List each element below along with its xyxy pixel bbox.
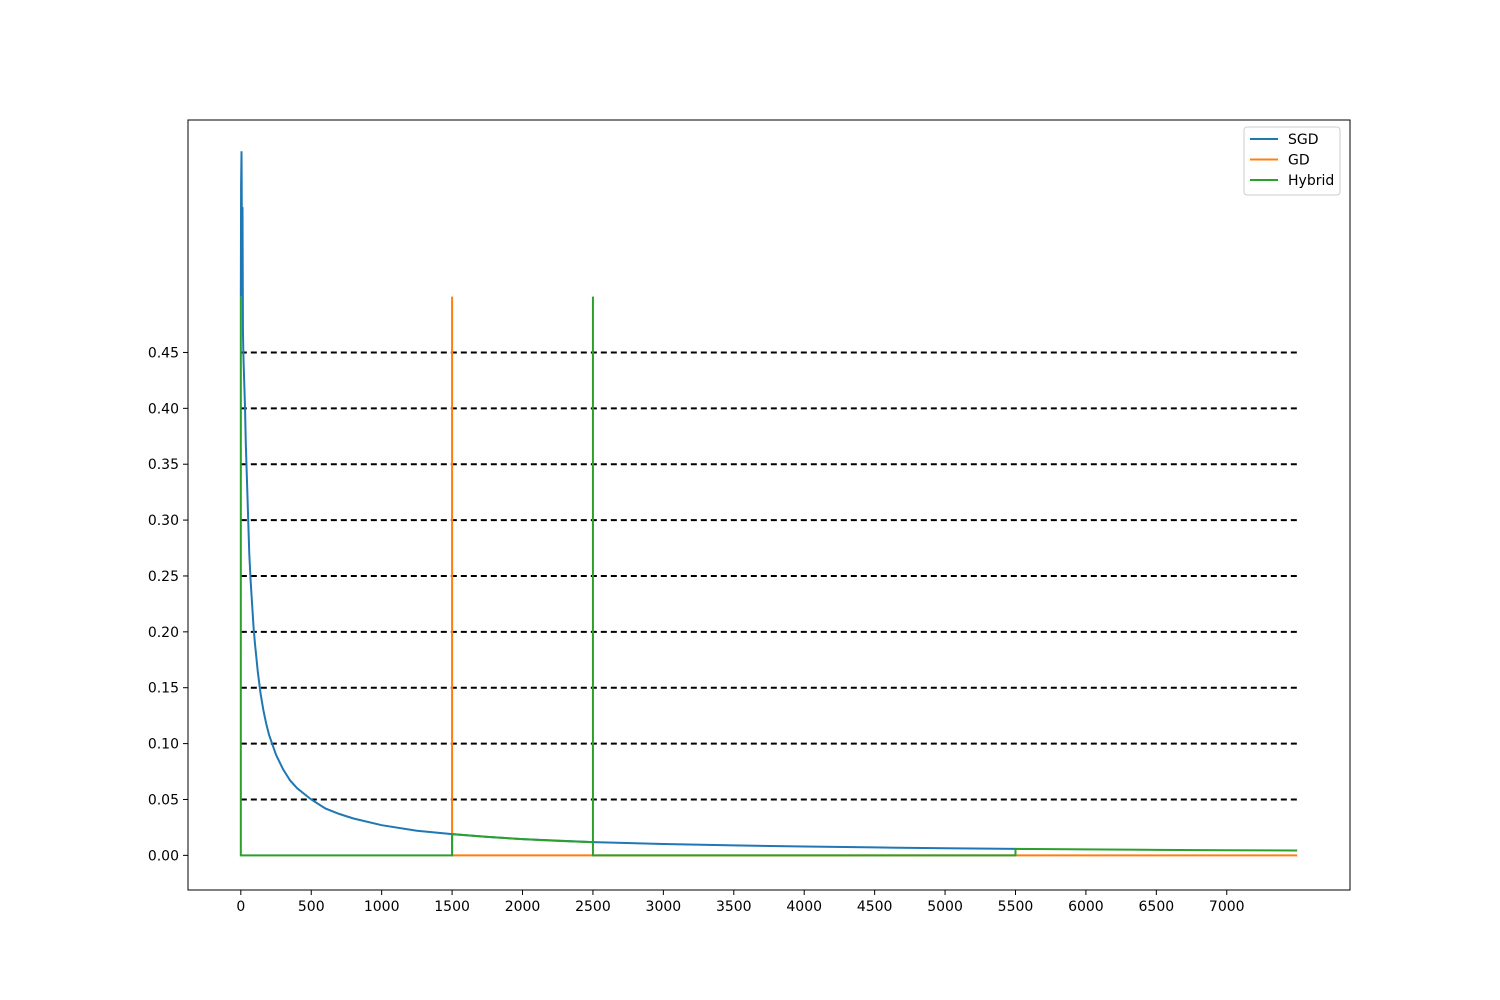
y-tick-label: 0.25 (148, 569, 179, 585)
x-tick-label: 500 (298, 899, 325, 915)
reference-lines (240, 351, 1298, 801)
x-tick-label: 6500 (1139, 899, 1175, 915)
legend-label-sgd: SGD (1288, 132, 1319, 148)
x-tick-label: 5500 (998, 899, 1034, 915)
x-tick-label: 0 (236, 899, 245, 915)
legend: SGD GD Hybrid (1243, 126, 1341, 196)
plot-frame (187, 119, 1351, 891)
x-tick-label: 5000 (927, 899, 963, 915)
x-tick-label: 3500 (716, 899, 752, 915)
x-tick-label: 2000 (505, 899, 541, 915)
x-tick-label: 7000 (1209, 899, 1245, 915)
legend-box (1243, 126, 1341, 196)
x-tick-label: 4000 (786, 899, 822, 915)
x-tick-label: 2500 (575, 899, 611, 915)
y-tick-label: 0.00 (148, 848, 179, 864)
y-tick-label: 0.30 (148, 513, 179, 529)
y-tick-label: 0.15 (148, 681, 179, 697)
y-tick-label: 0.10 (148, 737, 179, 753)
y-tick-label: 0.35 (148, 457, 179, 473)
series-line-hybrid (239, 296, 1298, 857)
x-tick-label: 4500 (857, 899, 893, 915)
y-tick-label: 0.20 (148, 625, 179, 641)
legend-label-gd: GD (1288, 153, 1310, 169)
x-axis: 0 500 1000 1500 2000 2500 3000 3500 4000 4500 5000… (236, 890, 1245, 915)
y-tick-label: 0.45 (148, 345, 179, 361)
series-layer (239, 151, 1298, 857)
y-tick-label: 0.40 (148, 401, 179, 417)
x-tick-label: 1500 (434, 899, 470, 915)
legend-label-hybrid: Hybrid (1288, 173, 1334, 189)
x-tick-label: 3000 (646, 899, 682, 915)
x-tick-label: 6000 (1068, 899, 1104, 915)
y-axis: 0.00 0.05 0.10 0.15 0.20 0.25 0.30 0.35 0.40 0.45 (148, 345, 188, 864)
x-tick-label: 1000 (364, 899, 400, 915)
y-tick-label: 0.05 (148, 792, 179, 808)
